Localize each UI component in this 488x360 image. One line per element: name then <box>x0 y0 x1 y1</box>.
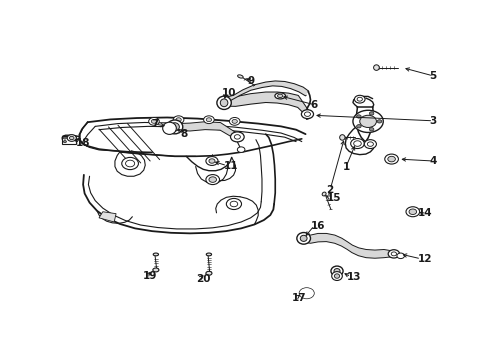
Text: 20: 20 <box>195 274 210 284</box>
Circle shape <box>384 154 398 164</box>
Circle shape <box>230 201 237 207</box>
Ellipse shape <box>304 292 308 295</box>
Circle shape <box>366 142 373 146</box>
Text: 7: 7 <box>151 119 159 129</box>
Circle shape <box>226 198 241 210</box>
Ellipse shape <box>331 271 342 280</box>
Polygon shape <box>99 212 116 222</box>
Circle shape <box>364 140 376 149</box>
Circle shape <box>387 156 395 162</box>
Ellipse shape <box>274 93 285 99</box>
Ellipse shape <box>206 253 211 256</box>
Text: 4: 4 <box>428 156 436 166</box>
Circle shape <box>376 120 381 123</box>
Ellipse shape <box>237 75 243 78</box>
Ellipse shape <box>302 290 311 297</box>
Circle shape <box>405 207 419 217</box>
Circle shape <box>205 157 218 166</box>
Polygon shape <box>175 122 237 140</box>
Ellipse shape <box>334 274 339 278</box>
Circle shape <box>359 115 376 127</box>
Circle shape <box>390 252 396 256</box>
Circle shape <box>176 118 181 122</box>
Circle shape <box>206 118 211 122</box>
Circle shape <box>208 159 215 163</box>
Ellipse shape <box>217 96 231 109</box>
Circle shape <box>396 253 404 258</box>
Circle shape <box>63 140 66 143</box>
Text: 15: 15 <box>326 193 340 203</box>
Text: 17: 17 <box>292 293 306 303</box>
Circle shape <box>301 110 313 118</box>
Circle shape <box>234 135 240 139</box>
Circle shape <box>232 120 237 123</box>
Ellipse shape <box>153 253 158 256</box>
Ellipse shape <box>163 122 176 134</box>
Ellipse shape <box>277 94 282 98</box>
Circle shape <box>368 112 373 115</box>
Text: 19: 19 <box>142 271 157 281</box>
Circle shape <box>69 136 74 140</box>
Text: 13: 13 <box>346 272 361 282</box>
Circle shape <box>387 250 399 258</box>
Circle shape <box>237 147 244 152</box>
Circle shape <box>353 141 361 146</box>
Ellipse shape <box>300 235 306 242</box>
Ellipse shape <box>339 135 344 140</box>
FancyBboxPatch shape <box>61 136 76 144</box>
Text: 14: 14 <box>416 208 431 218</box>
Circle shape <box>205 175 219 185</box>
Circle shape <box>125 160 134 167</box>
Circle shape <box>230 132 244 142</box>
Text: 2: 2 <box>326 185 333 194</box>
Circle shape <box>173 116 183 123</box>
Text: 12: 12 <box>416 254 431 264</box>
Ellipse shape <box>296 233 310 244</box>
Circle shape <box>354 95 365 103</box>
Circle shape <box>229 117 240 125</box>
Circle shape <box>368 127 373 131</box>
Circle shape <box>122 157 138 170</box>
Polygon shape <box>303 234 393 258</box>
Circle shape <box>356 125 361 128</box>
Ellipse shape <box>205 271 211 275</box>
Text: 3: 3 <box>428 116 436 126</box>
Text: 11: 11 <box>223 161 237 171</box>
Circle shape <box>356 97 362 101</box>
Text: 18: 18 <box>76 138 91 148</box>
Ellipse shape <box>322 192 325 196</box>
Circle shape <box>408 209 416 215</box>
Ellipse shape <box>170 123 179 131</box>
Circle shape <box>208 177 216 183</box>
Text: 9: 9 <box>247 76 254 86</box>
Text: 1: 1 <box>342 162 349 172</box>
Polygon shape <box>224 81 307 105</box>
Circle shape <box>151 120 156 123</box>
Text: 10: 10 <box>222 87 236 98</box>
Circle shape <box>148 117 159 125</box>
Circle shape <box>304 112 310 116</box>
Text: 8: 8 <box>180 129 187 139</box>
Circle shape <box>352 110 383 132</box>
Circle shape <box>63 137 66 139</box>
Text: 6: 6 <box>310 100 317 110</box>
Ellipse shape <box>153 268 159 272</box>
Ellipse shape <box>373 65 379 70</box>
Ellipse shape <box>330 266 343 276</box>
Polygon shape <box>224 93 309 118</box>
Ellipse shape <box>220 99 227 107</box>
Circle shape <box>67 135 76 141</box>
Circle shape <box>203 116 214 123</box>
Circle shape <box>356 115 361 118</box>
Ellipse shape <box>333 269 339 274</box>
Circle shape <box>299 288 314 299</box>
Text: 5: 5 <box>428 71 436 81</box>
Text: 16: 16 <box>310 221 325 231</box>
Ellipse shape <box>166 120 183 134</box>
Circle shape <box>350 139 364 149</box>
